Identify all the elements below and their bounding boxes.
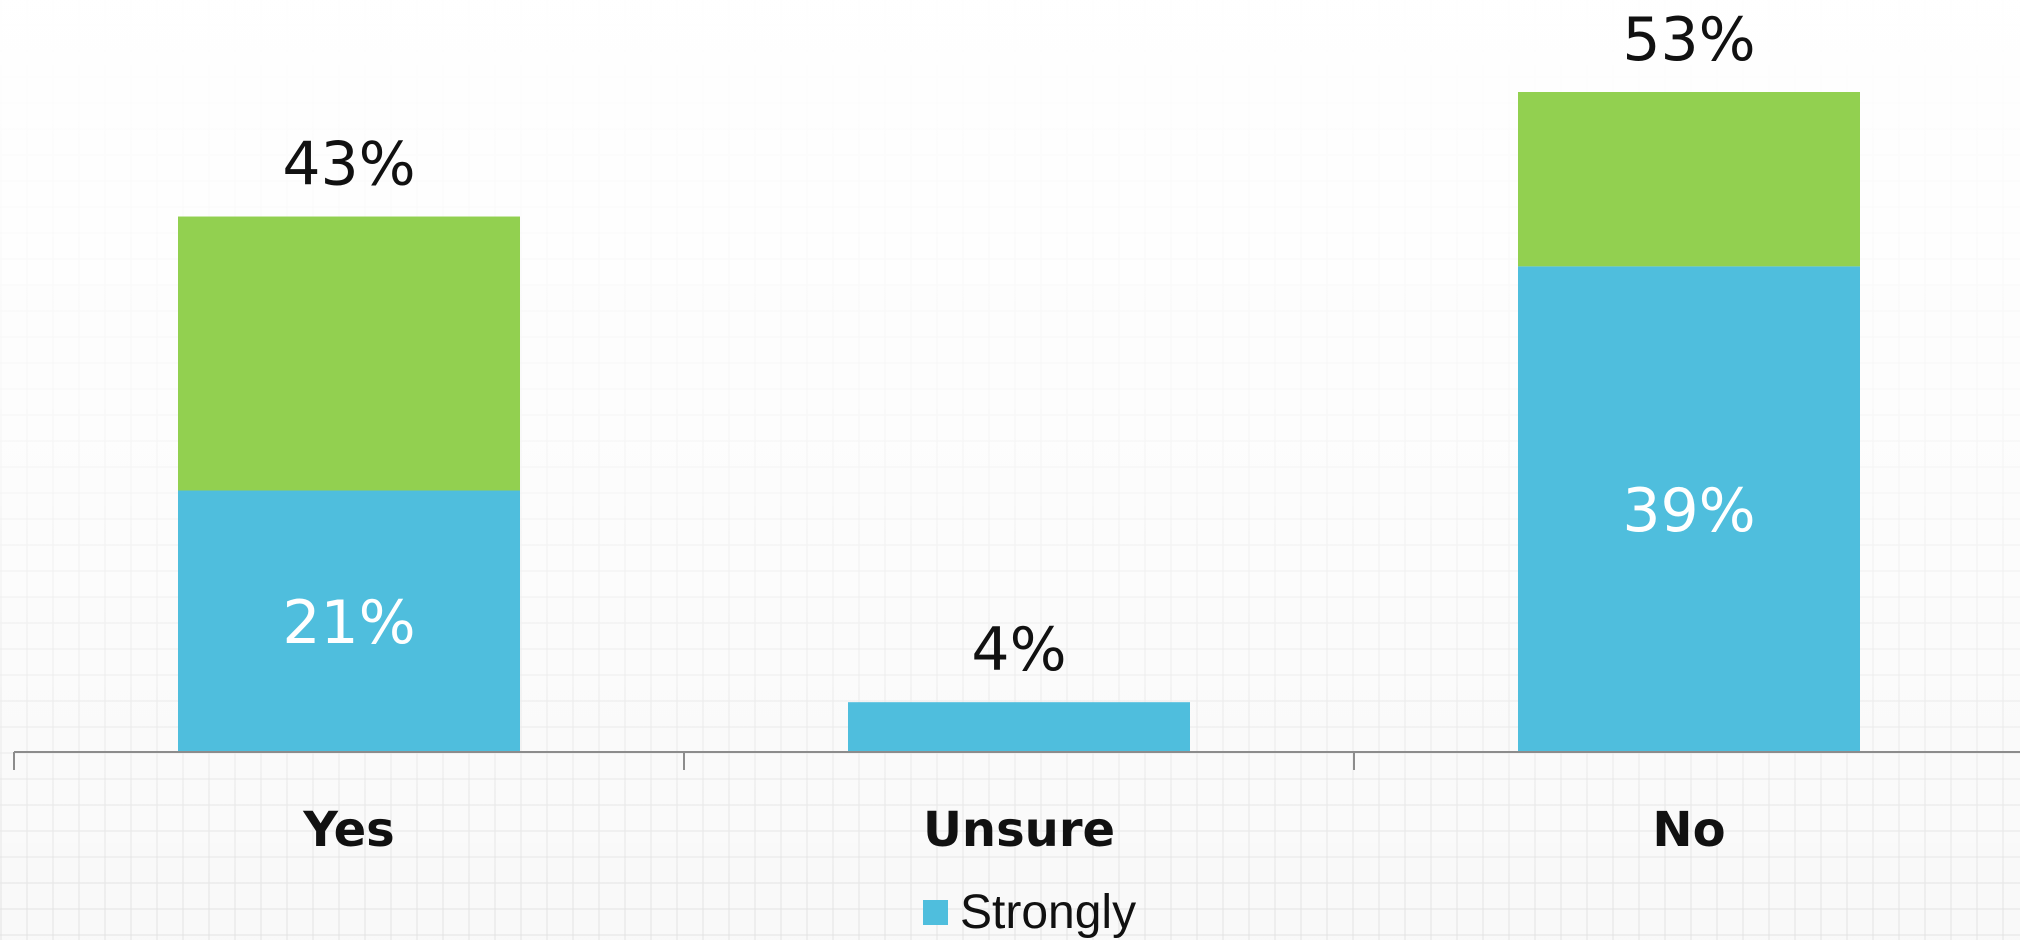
legend: Strongly (923, 886, 1136, 939)
bar-unsure-series-1 (848, 702, 1190, 752)
bar-no-series-1 (1518, 266, 1860, 752)
segment-label-yes: 21% (282, 588, 415, 658)
x-tick-label-unsure: Unsure (923, 802, 1115, 858)
total-label-yes: 43% (282, 130, 415, 200)
bar-yes-series-1 (178, 490, 520, 752)
x-tick-label-yes: Yes (302, 802, 394, 858)
total-label-unsure: 4% (971, 615, 1066, 685)
x-tick-label-no: No (1652, 802, 1725, 858)
bar-yes-series-2 (178, 216, 520, 491)
legend-label-strongly: Strongly (960, 886, 1136, 939)
x-axis: Yes Unsure No (13, 751, 2020, 858)
segment-label-no: 39% (1622, 476, 1755, 546)
legend-swatch-strongly (923, 900, 948, 925)
labels-layer: 21% 43% 4% 39% 53% (282, 5, 1755, 685)
total-label-no: 53% (1622, 5, 1755, 75)
bar-no-series-2 (1518, 92, 1860, 267)
bars-layer (178, 92, 1860, 752)
